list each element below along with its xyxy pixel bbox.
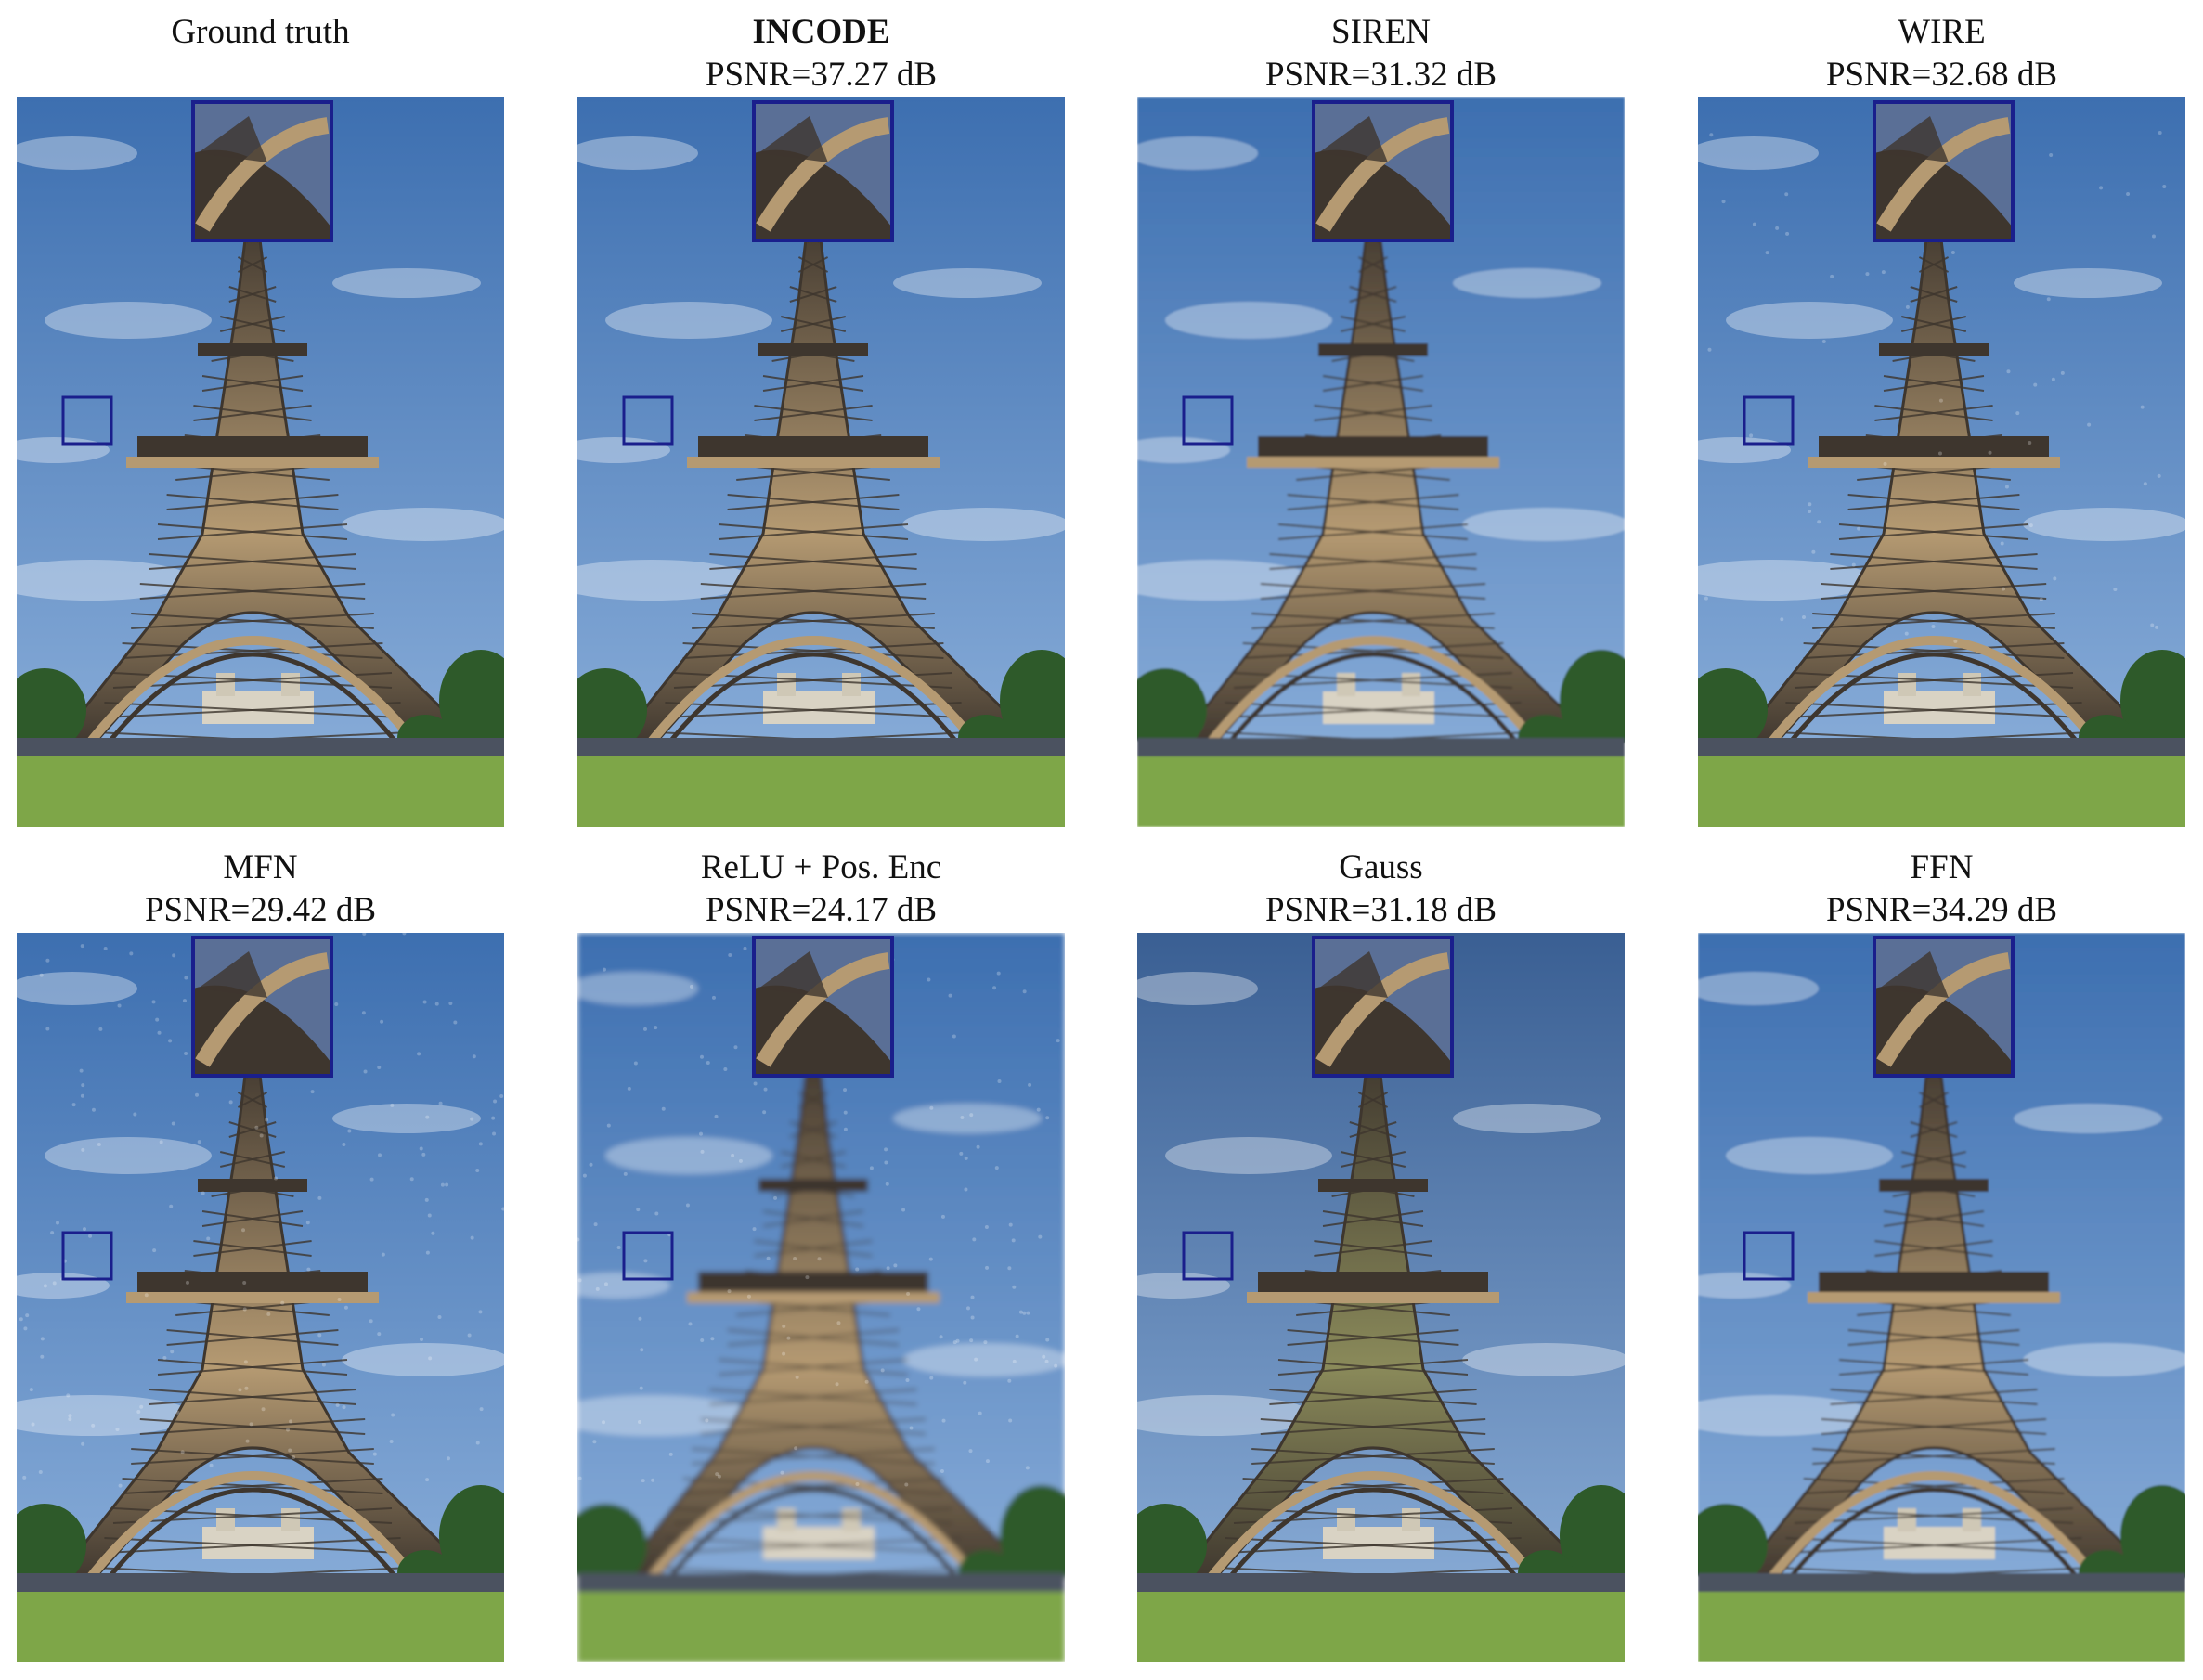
panel-psnr: PSNR=34.29 dB bbox=[1825, 891, 2058, 929]
panel-title: ReLU + Pos. Enc bbox=[700, 848, 942, 886]
panel-wire: WIRE PSNR=32.68 dB bbox=[1698, 0, 2185, 827]
panel-incode: INCODE PSNR=37.27 dB bbox=[577, 0, 1065, 827]
panel-psnr: PSNR=31.32 dB bbox=[1264, 56, 1497, 94]
panel-siren: SIREN PSNR=31.32 dB bbox=[1137, 0, 1625, 827]
panel-ffn: FFN PSNR=34.29 dB bbox=[1698, 835, 2185, 1662]
panel-psnr: PSNR=31.18 dB bbox=[1264, 891, 1497, 929]
eiffel-tower-image bbox=[577, 933, 1065, 1662]
panel-psnr: PSNR=37.27 dB bbox=[705, 56, 938, 94]
eiffel-tower-image bbox=[17, 933, 504, 1662]
eiffel-tower-image bbox=[577, 97, 1065, 827]
panel-title: SIREN bbox=[1331, 13, 1431, 51]
eiffel-tower-image bbox=[1698, 933, 2185, 1662]
panel-title: MFN bbox=[223, 848, 298, 886]
panel-relu-pos-enc: ReLU + Pos. Enc PSNR=24.17 dB bbox=[577, 835, 1065, 1662]
eiffel-tower-image bbox=[1698, 97, 2185, 827]
eiffel-tower-image bbox=[17, 97, 504, 827]
eiffel-tower-image bbox=[1137, 933, 1625, 1662]
panel-title: WIRE bbox=[1898, 13, 1986, 51]
panel-title: INCODE bbox=[752, 13, 890, 51]
panel-title: FFN bbox=[1910, 848, 1974, 886]
panel-psnr: PSNR=29.42 dB bbox=[144, 891, 377, 929]
eiffel-tower-image bbox=[1137, 97, 1625, 827]
panel-ground-truth: Ground truth bbox=[17, 0, 504, 827]
panel-title: Ground truth bbox=[171, 13, 350, 51]
panel-gauss: Gauss PSNR=31.18 dB bbox=[1137, 835, 1625, 1662]
panel-psnr: PSNR=32.68 dB bbox=[1825, 56, 2058, 94]
panel-mfn: MFN PSNR=29.42 dB bbox=[17, 835, 504, 1662]
panel-psnr: PSNR=24.17 dB bbox=[705, 891, 938, 929]
panel-title: Gauss bbox=[1339, 848, 1423, 886]
